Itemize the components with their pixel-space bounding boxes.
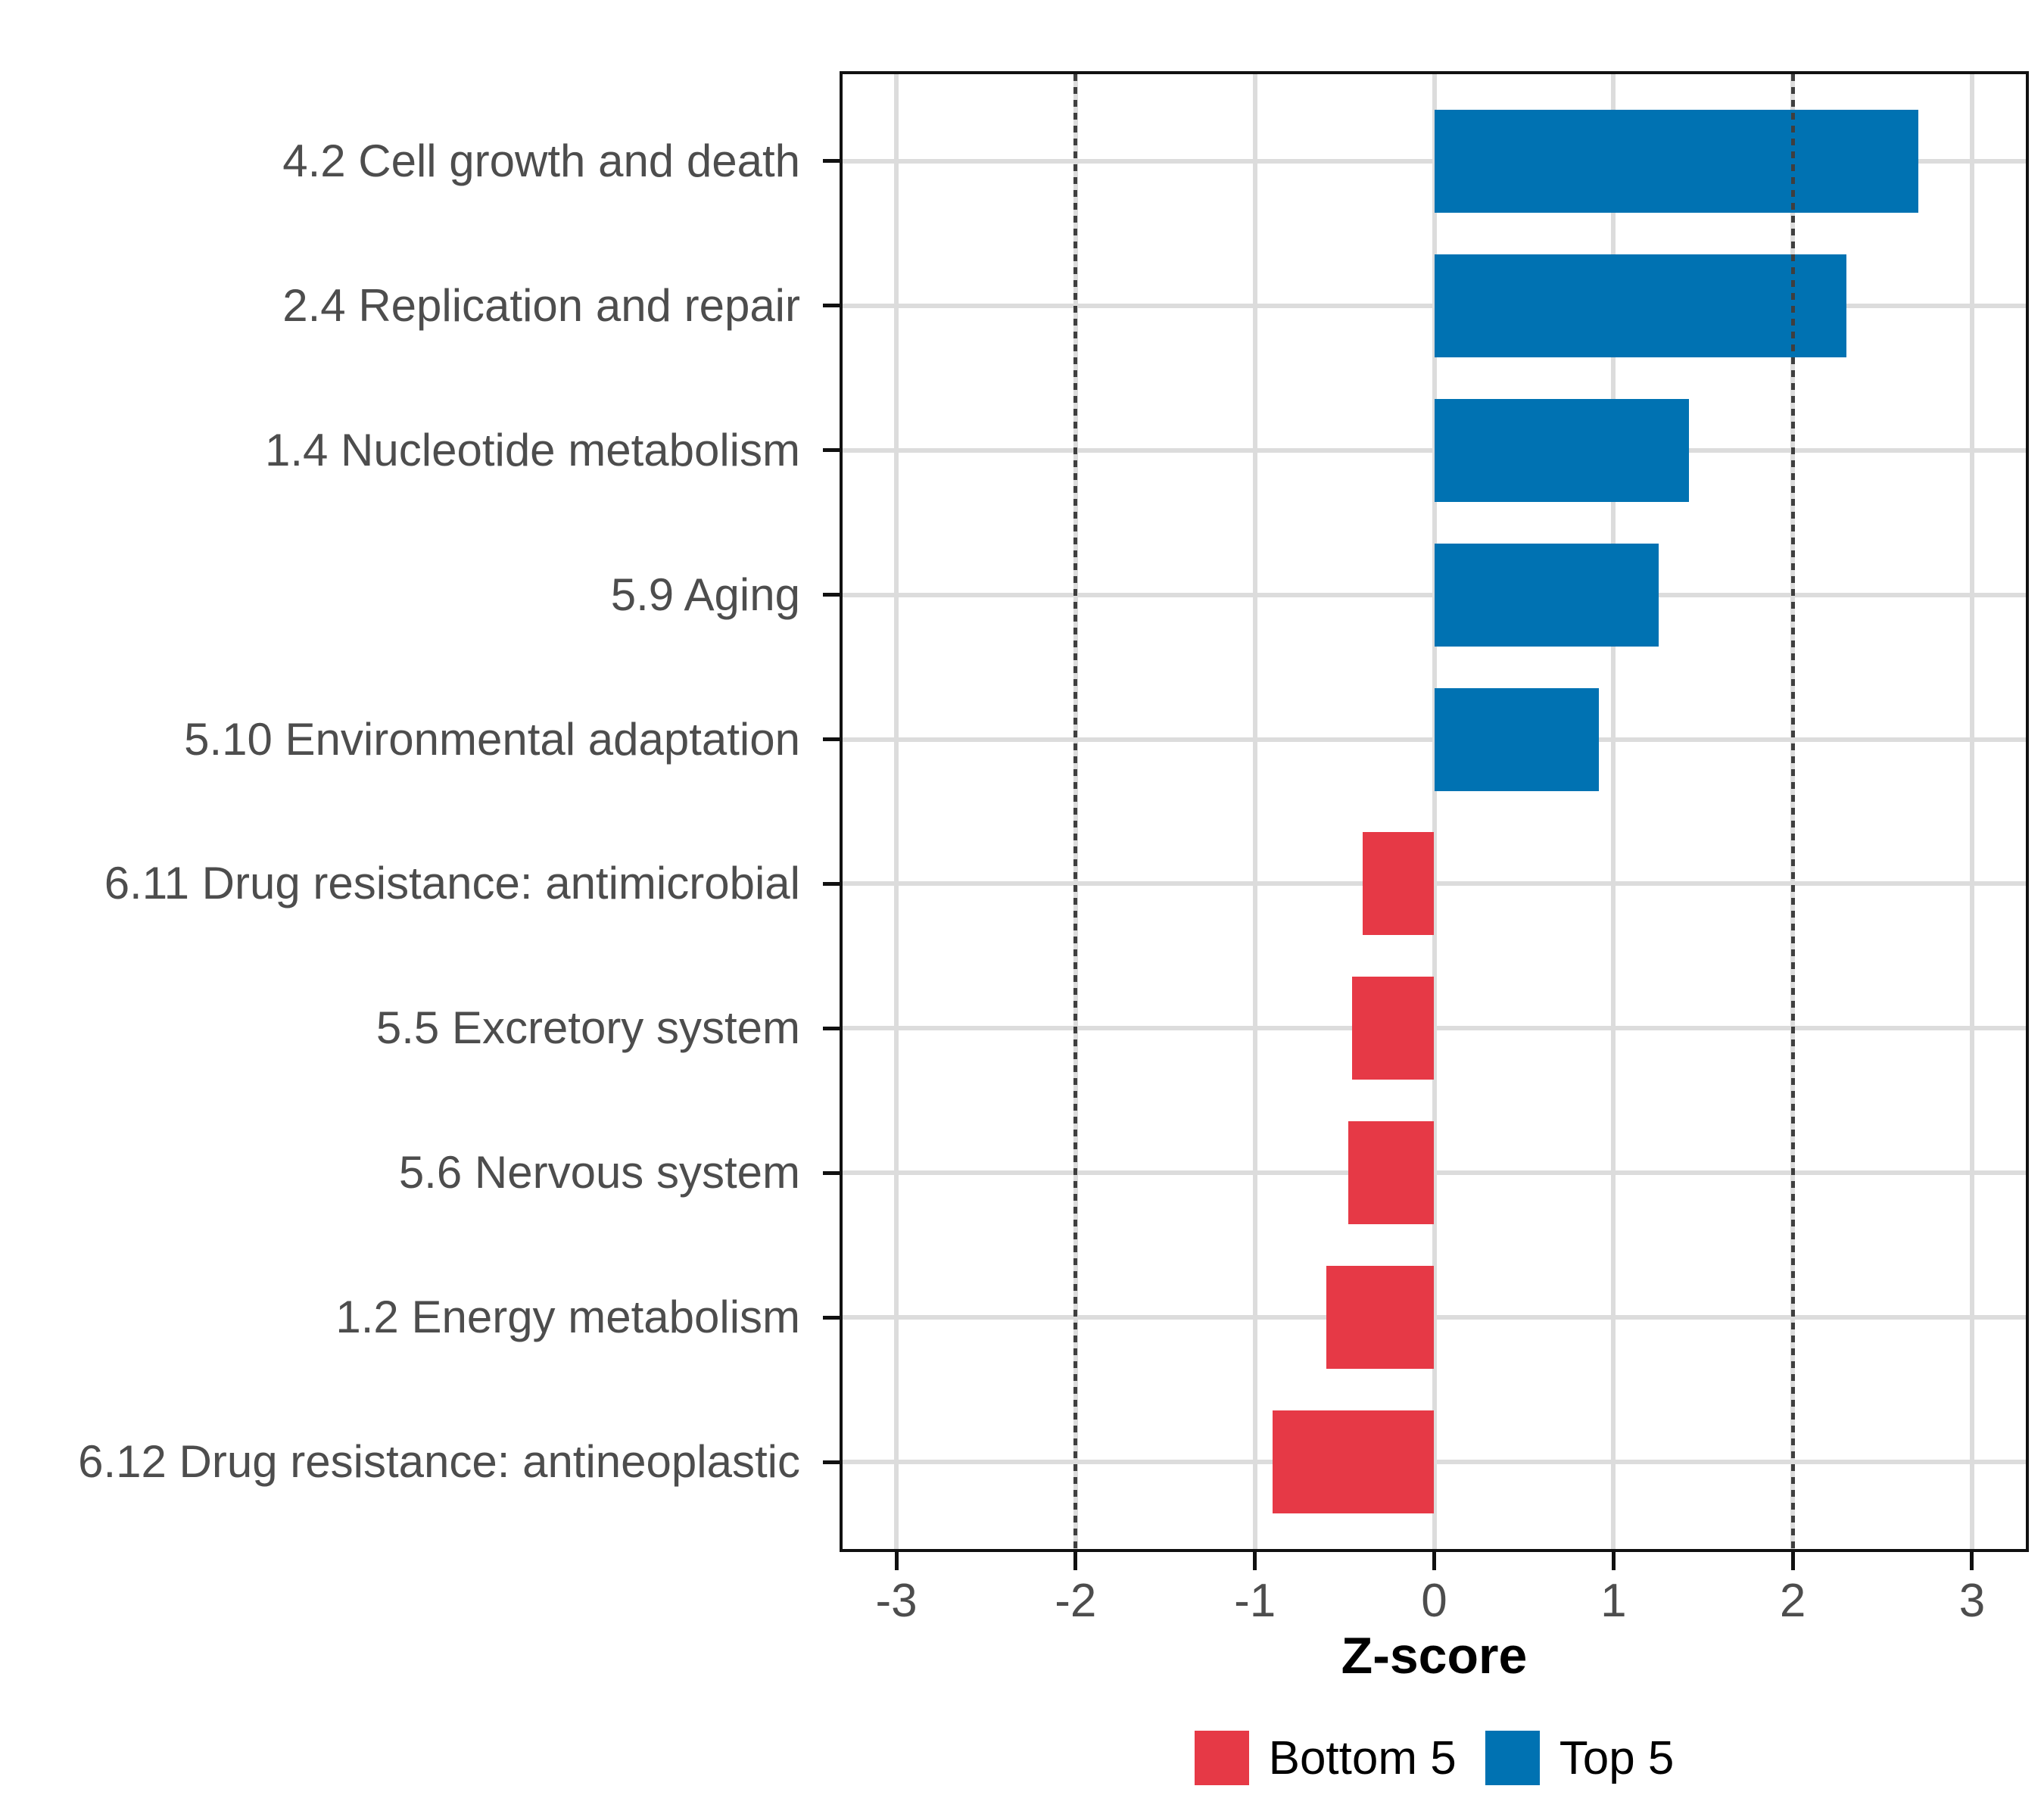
x-axis-tick bbox=[1790, 1552, 1795, 1570]
x-axis-tick-label: 2 bbox=[1779, 1575, 1806, 1627]
y-gridline bbox=[843, 1026, 2026, 1031]
reference-lines-layer bbox=[843, 74, 2026, 1549]
bar-bottom5 bbox=[1351, 977, 1435, 1080]
x-axis-tick bbox=[1253, 1552, 1257, 1570]
y-axis-tick bbox=[823, 881, 843, 886]
reference-line bbox=[1790, 74, 1795, 1549]
x-axis-tick-label: 1 bbox=[1600, 1575, 1627, 1627]
bar-top5 bbox=[1434, 543, 1659, 647]
legend-swatch-bottom5 bbox=[1194, 1731, 1249, 1785]
y-axis-label: 6.11 Drug resistance: antimicrobial bbox=[104, 858, 800, 909]
bar-top5 bbox=[1434, 109, 1918, 213]
y-gridline bbox=[843, 1315, 2026, 1320]
legend-item-bottom5: Bottom 5 bbox=[1194, 1731, 1457, 1785]
y-axis-tick bbox=[823, 737, 843, 741]
x-axis-tick bbox=[1970, 1552, 1974, 1570]
y-axis-tick bbox=[823, 1026, 843, 1030]
bar-top5 bbox=[1434, 398, 1689, 502]
x-axis-tick bbox=[1611, 1552, 1616, 1570]
y-axis-tick bbox=[823, 1170, 843, 1175]
y-axis-label: 5.6 Nervous system bbox=[398, 1147, 800, 1198]
y-axis-tick bbox=[823, 593, 843, 597]
y-axis-tick bbox=[823, 1315, 843, 1320]
y-axis-label: 5.5 Excretory system bbox=[375, 1002, 800, 1054]
bars-layer bbox=[843, 74, 2026, 1549]
plot-panel bbox=[840, 71, 2029, 1552]
y-axis-tick bbox=[823, 1460, 843, 1464]
y-gridline bbox=[843, 881, 2026, 887]
x-axis-tick-label: 3 bbox=[1958, 1575, 1986, 1627]
y-gridline bbox=[843, 1460, 2026, 1465]
x-axis-title: Z-score bbox=[1341, 1627, 1528, 1685]
y-axis-tick bbox=[823, 448, 843, 453]
x-axis-tick bbox=[1432, 1552, 1436, 1570]
x-gridline bbox=[1432, 74, 1437, 1549]
bar-bottom5 bbox=[1362, 832, 1435, 936]
x-gridline bbox=[1969, 74, 1974, 1549]
x-axis-tick-label: -1 bbox=[1234, 1575, 1276, 1627]
y-axis-label: 1.4 Nucleotide metabolism bbox=[264, 424, 800, 475]
x-axis-tick-label: -3 bbox=[875, 1575, 918, 1627]
bar-top5 bbox=[1434, 687, 1600, 791]
y-axis-label: 5.10 Environmental adaptation bbox=[184, 713, 800, 765]
legend: Bottom 5 Top 5 bbox=[843, 1728, 2026, 1788]
y-axis-tick bbox=[823, 304, 843, 308]
y-axis-label: 2.4 Replication and repair bbox=[282, 279, 800, 331]
x-axis-tick-label: -2 bbox=[1055, 1575, 1097, 1627]
y-axis-label: 4.2 Cell growth and death bbox=[282, 135, 800, 186]
bar-bottom5 bbox=[1326, 1266, 1435, 1370]
legend-swatch-top5 bbox=[1485, 1731, 1540, 1785]
bar-top5 bbox=[1434, 254, 1847, 357]
bar-bottom5 bbox=[1348, 1121, 1435, 1225]
legend-label-top5: Top 5 bbox=[1559, 1731, 1675, 1784]
y-gridline bbox=[843, 1170, 2026, 1176]
x-axis-tick-label: 0 bbox=[1421, 1575, 1447, 1627]
bar-bottom5 bbox=[1273, 1410, 1435, 1514]
x-gridline bbox=[1252, 74, 1257, 1549]
x-axis-tick bbox=[894, 1552, 899, 1570]
y-axis-label: 1.2 Energy metabolism bbox=[335, 1292, 800, 1343]
y-axis-label: 6.12 Drug resistance: antineoplastic bbox=[78, 1436, 800, 1488]
x-gridline bbox=[1611, 74, 1616, 1549]
x-gridline bbox=[894, 74, 899, 1549]
x-axis-tick bbox=[1073, 1552, 1078, 1570]
legend-label-bottom5: Bottom 5 bbox=[1268, 1731, 1457, 1784]
y-axis-label: 5.9 Aging bbox=[610, 569, 800, 620]
legend-item-top5: Top 5 bbox=[1485, 1731, 1675, 1785]
reference-line bbox=[1073, 74, 1078, 1549]
y-axis-tick bbox=[823, 159, 843, 164]
